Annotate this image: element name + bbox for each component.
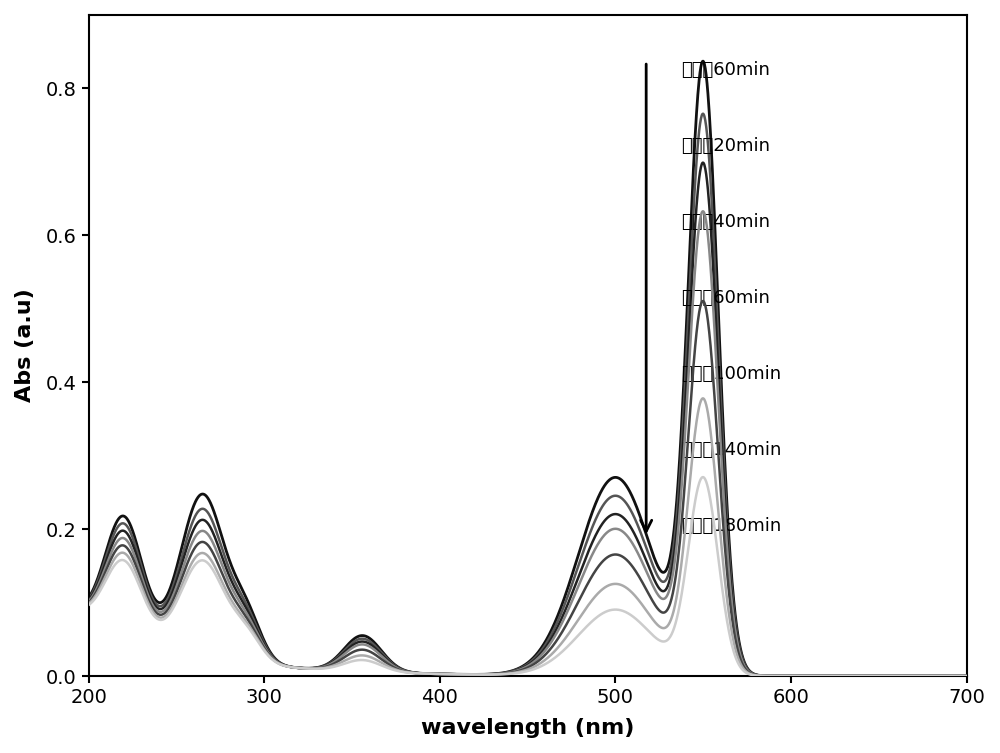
Text: 光降解140min: 光降解140min [681,441,782,459]
Text: 光降解100min: 光降解100min [681,365,781,383]
Text: 光降解40min: 光降解40min [681,213,770,231]
X-axis label: wavelength (nm): wavelength (nm) [421,718,634,738]
Text: 光降解20min: 光降解20min [681,137,770,155]
Text: 光降解60min: 光降解60min [681,289,770,307]
Text: 暗吸附60min: 暗吸附60min [681,61,770,79]
Text: 光降解180min: 光降解180min [681,517,782,535]
Y-axis label: Abs (a.u): Abs (a.u) [15,288,35,402]
